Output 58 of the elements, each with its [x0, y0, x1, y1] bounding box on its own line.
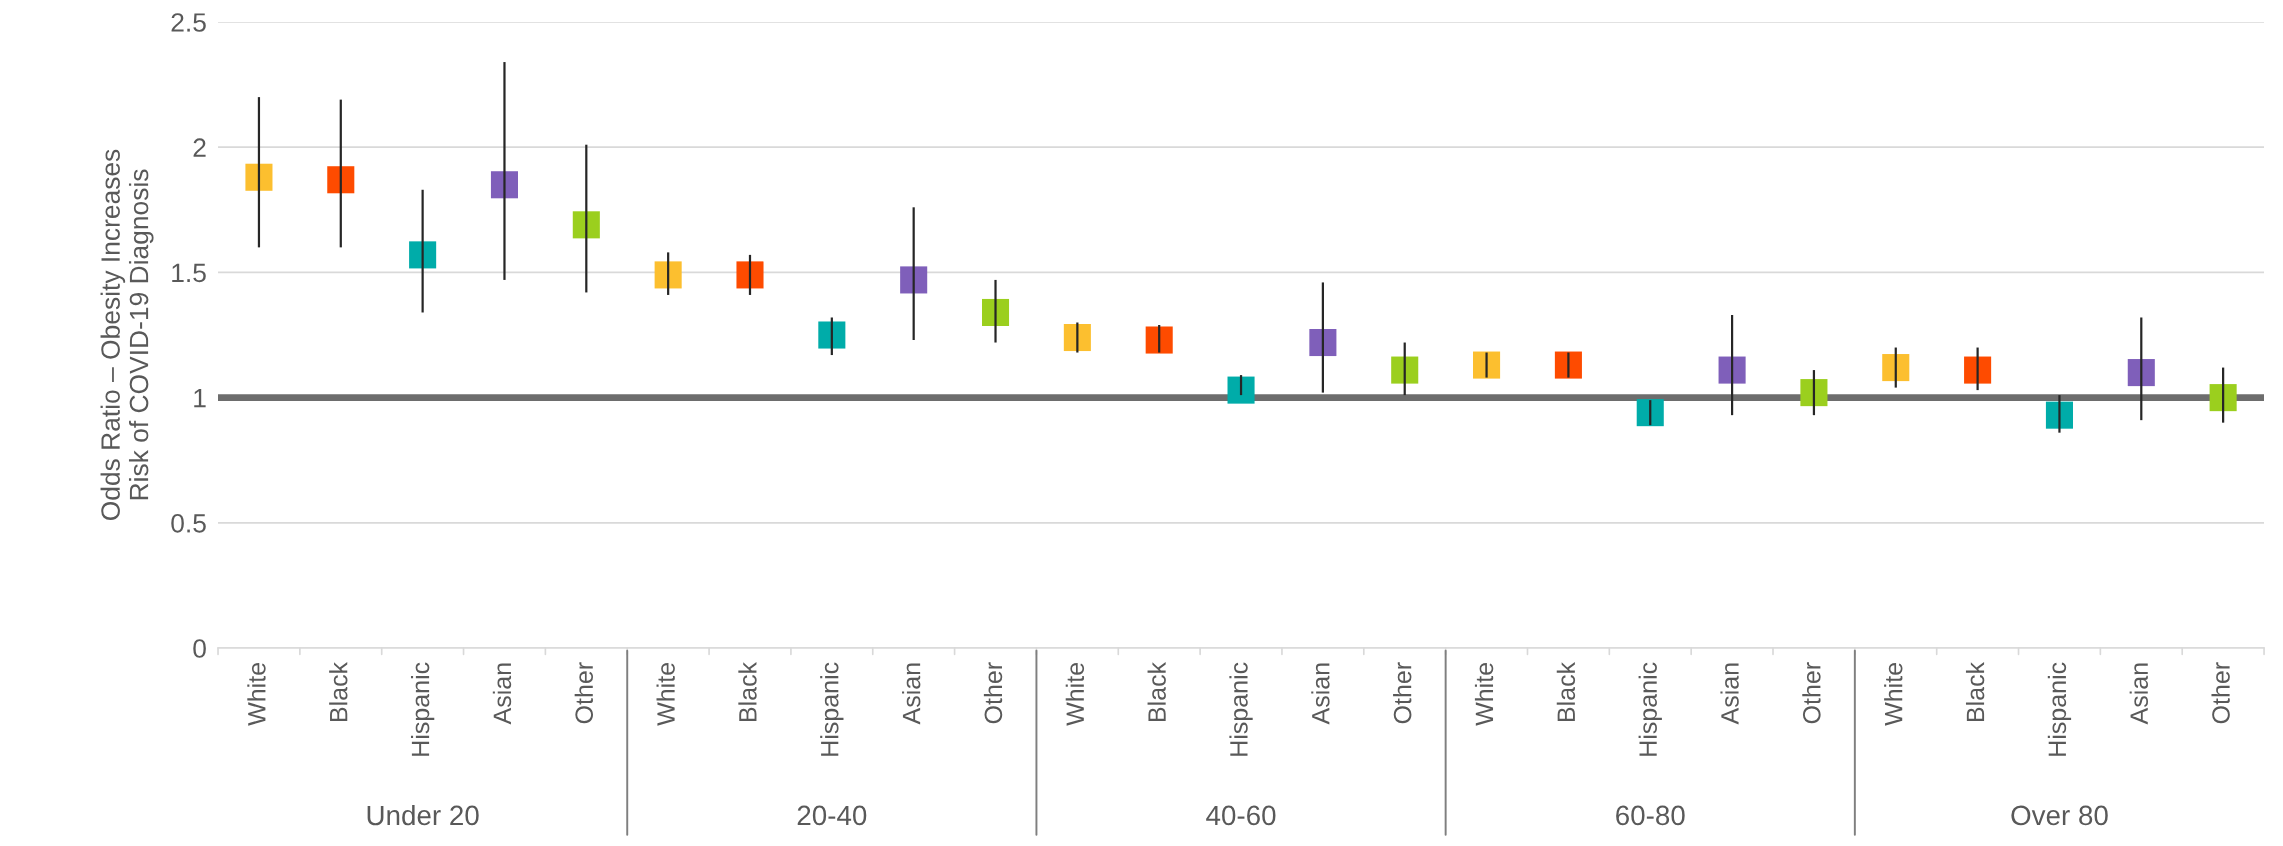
- point: [409, 241, 437, 269]
- text: Over 80: [2011, 805, 2108, 826]
- x-tick-label: Black: [329, 661, 348, 722]
- x-tick-label: Other: [2211, 662, 2230, 724]
- point: [2127, 359, 2155, 387]
- point: [1145, 326, 1173, 354]
- point: [1473, 351, 1501, 379]
- x-tick-label: Asian: [902, 663, 921, 725]
- x-tick-label: Hispanic: [1638, 662, 1662, 756]
- x-tick-label: Black: [1147, 661, 1166, 722]
- y-tick-label: 2: [193, 138, 206, 157]
- x-tick-label: Hispanic: [820, 662, 844, 756]
- text: Under 20: [367, 804, 479, 826]
- x-tick-label: Black: [738, 661, 757, 722]
- text: 60-80: [1616, 805, 1685, 826]
- x-tick-label: Asian: [1720, 663, 1739, 725]
- x-tick-label: Other: [983, 662, 1003, 724]
- y-tick-label: 1: [194, 389, 206, 408]
- text: 40-60: [1206, 805, 1276, 826]
- point: [2209, 384, 2237, 412]
- text: 20-40: [797, 805, 867, 826]
- point: [1882, 354, 1910, 382]
- x-tick-label: Black: [1556, 661, 1576, 722]
- point: [327, 166, 355, 194]
- point: [1309, 328, 1337, 357]
- point: [818, 321, 846, 349]
- point: [572, 211, 600, 239]
- y-axis-title: Odds Ratio – Obesity Increases Risk of COVID-19 Diagnosis: [100, 149, 154, 521]
- x-tick-label: White: [1065, 663, 1085, 726]
- y-tick-label: 0.5: [171, 513, 206, 533]
- point: [654, 261, 682, 289]
- x-tick-label: White: [247, 663, 266, 726]
- point: [1227, 376, 1255, 404]
- point: [736, 261, 764, 289]
- point: [245, 163, 273, 191]
- x-tick-label: Other: [1802, 662, 1821, 724]
- x-tick-label: Other: [1393, 662, 1412, 724]
- point: [1636, 399, 1664, 427]
- x-tick-label: Asian: [492, 663, 512, 725]
- point: [1718, 356, 1746, 384]
- y-tick-label: 0: [193, 639, 206, 658]
- x-tick-label: Hispanic: [1229, 662, 1253, 756]
- x-tick-label: White: [1884, 663, 1903, 726]
- point: [1554, 351, 1582, 379]
- point: [900, 266, 928, 294]
- x-tick-label: Hispanic: [410, 662, 435, 756]
- x-tick-label: Asian: [1311, 663, 1330, 725]
- x-tick-label: Asian: [2129, 663, 2148, 725]
- y-tick-label: 1.5: [172, 263, 206, 283]
- x-tick-label: Other: [574, 662, 594, 724]
- point: [1391, 356, 1419, 384]
- x-tick-label: Black: [1965, 661, 1985, 722]
- x-tick-label: White: [1474, 663, 1494, 726]
- point: [1800, 379, 1828, 407]
- x-tick-label: Hispanic: [2047, 662, 2072, 756]
- point: [1063, 323, 1091, 352]
- y-tick-label: 2.5: [171, 13, 206, 32]
- x-tick-label: White: [656, 663, 675, 726]
